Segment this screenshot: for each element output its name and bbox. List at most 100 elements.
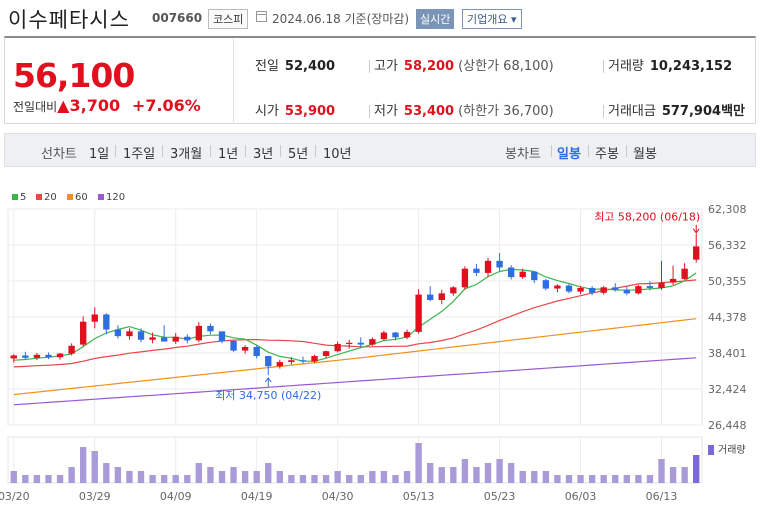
diff-label: 전일대비 [13,100,58,114]
candle-body [623,289,630,294]
calendar-icon [256,11,267,22]
candle-body [288,360,295,363]
volume-bar [473,467,480,483]
period-1y[interactable]: 1년 [218,147,239,162]
stock-name: 이수페타시스 [8,8,130,32]
y-tick-label: 62,308 [708,203,747,216]
period-1d[interactable]: 1일 [89,147,110,162]
candle-daily[interactable]: 일봉 [557,147,581,162]
low-label: 저가 [374,104,398,119]
candle-body [669,278,677,283]
candlestick-chart[interactable]: 5 20 60 120 62,308 56,332 50,355 44,378 38,401 32… [0,185,760,510]
volume-bar [103,463,110,483]
volume-bar [114,467,122,483]
prev-close: 전일 52,400 [255,55,335,74]
period-1w[interactable]: 1주일 [123,147,156,162]
line-chart-label[interactable]: 선차트 [41,147,77,162]
high-arrow-head [692,228,700,234]
x-tick-label: 04/19 [241,490,273,503]
candle-body [33,354,41,358]
candle-body [635,286,642,294]
volume-bar [612,475,619,483]
low-price: 저가 53,400 (하한가 36,700) [369,100,554,119]
price-change: 전일대비▲3,700 +7.06% [13,96,201,115]
candle-body [612,287,619,290]
y-tick-label: 32,424 [708,383,747,396]
candle-body [600,287,607,293]
volume-bar [80,447,87,483]
x-tick-label: 04/30 [322,490,354,503]
volume-value: 10,243,152 [649,59,733,74]
volume-bar [450,467,457,483]
low-arrow-head [264,377,272,383]
candle-chart-label[interactable]: 봉차트 [505,147,541,162]
volume-bar [646,475,654,483]
period-3m[interactable]: 3개월 [170,147,203,162]
ma60-line [13,318,697,396]
y-tick-label: 50,355 [708,275,747,288]
candle-monthly[interactable]: 월봉 [633,147,657,162]
candle-body [369,339,376,345]
candle-body [207,325,214,332]
amount-label: 거래대금 [608,104,656,119]
prev-close-value: 52,400 [284,59,336,74]
x-tick-label: 05/23 [484,490,516,503]
x-tick-label: 05/13 [403,490,435,503]
x-tick-label: 06/13 [646,490,678,503]
base-date: 2024.06.18 기준(장마감) [272,12,410,26]
realtime-button[interactable]: 실시간 [416,9,455,29]
ma5-line [13,268,697,362]
legend-swatch [67,194,73,200]
company-overview-button[interactable]: 기업개요 ▾ [462,9,522,29]
volume-bar [172,475,179,483]
ma120-line [13,357,697,406]
open-label: 시가 [255,104,279,119]
period-3y[interactable]: 3년 [253,147,274,162]
volume-bar [195,463,203,483]
volume-bar [507,463,515,483]
diff-value: 3,700 [69,96,121,115]
price-summary: 56,100 전일대비▲3,700 +7.06% 전일 52,400 고가 58,2… [4,36,756,124]
candle-body [415,294,422,332]
volume-bar [623,475,630,483]
volume-label: 거래량 [718,444,746,456]
candle-body [218,331,226,341]
candle-body [184,336,191,341]
volume-bar [681,467,688,483]
candle-body [484,260,492,273]
low-value: 53,400 [403,104,455,119]
candle-body [507,267,515,278]
volume-bar [311,475,318,483]
candle-body [241,346,249,351]
period-10y[interactable]: 10년 [323,147,352,162]
candle-body [577,287,584,292]
candle-body [22,355,29,358]
trade-amount: 거래대금 577,904백만 [603,100,745,119]
volume-bar [207,467,214,483]
volume-bar [415,443,422,483]
candle-weekly[interactable]: 주봉 [595,147,619,162]
candle-body [137,331,145,340]
period-5y[interactable]: 5년 [288,147,309,162]
candle-body [114,329,122,337]
stock-header: 이수페타시스 007660 코스피 2024.06.18 기준(장마감) 실시간… [0,0,760,36]
volume-bar [392,475,399,483]
volume-bar [22,475,29,483]
legend-swatch [98,194,104,200]
volume: 거래량 10,243,152 [603,55,732,74]
volume-bar [91,451,98,483]
candle-body [681,268,688,279]
volume-bar [484,463,492,483]
volume-bar [218,471,226,483]
legend-label: 60 [75,192,88,203]
volume-bar [461,459,469,483]
diff-percent: +7.06% [131,96,201,115]
high-price: 고가 58,200 (상한가 68,100) [369,55,554,74]
x-tick-label: 03/20 [0,490,30,503]
volume-label: 거래량 [608,59,644,74]
candle-body [427,294,434,301]
stock-code: 007660 [152,11,203,25]
candle-body [299,360,307,362]
upper-limit: (상한가 68,100) [458,59,554,74]
candle-body [172,336,179,342]
